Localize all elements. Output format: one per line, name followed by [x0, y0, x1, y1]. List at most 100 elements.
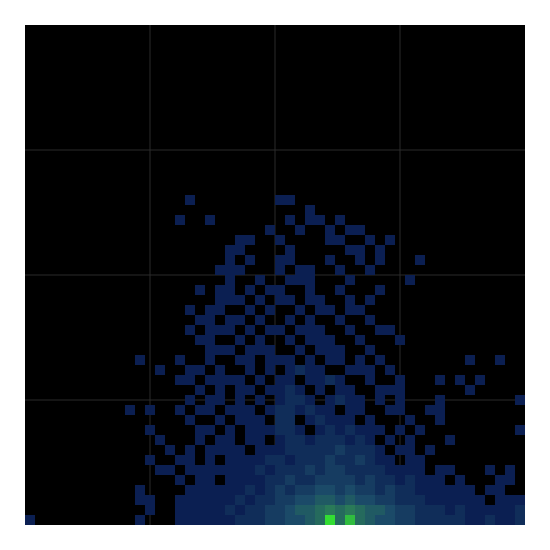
heat-cell: [285, 315, 295, 325]
heat-cell: [185, 455, 195, 465]
heat-cell: [415, 485, 425, 495]
heat-cell: [315, 215, 325, 225]
heat-cell: [475, 495, 485, 505]
heat-cell: [495, 355, 505, 365]
heat-cell: [315, 505, 325, 515]
heat-cell: [435, 405, 445, 415]
heat-cell: [205, 515, 215, 525]
heat-cell: [275, 465, 285, 475]
heat-cell: [295, 475, 305, 485]
heat-cell: [145, 455, 155, 465]
heat-cell: [205, 395, 215, 405]
heat-cell: [415, 425, 425, 435]
heat-cell: [305, 205, 315, 215]
heat-cell: [265, 355, 275, 365]
heat-cell: [195, 515, 205, 525]
heat-cell: [465, 385, 475, 395]
heat-cell: [315, 405, 325, 415]
heat-cell: [325, 395, 335, 405]
heat-cell: [385, 515, 395, 525]
heat-cell: [515, 395, 525, 405]
heat-cell: [435, 415, 445, 425]
heat-cell: [295, 435, 305, 445]
heat-cell: [225, 285, 235, 295]
heat-cell: [455, 375, 465, 385]
heat-cell: [205, 345, 215, 355]
heat-cell: [245, 325, 255, 335]
heat-cell: [205, 355, 215, 365]
heat-cell: [375, 425, 385, 435]
heat-cell: [325, 475, 335, 485]
heat-cell: [345, 515, 355, 525]
heat-cell: [275, 395, 285, 405]
heat-cell: [365, 485, 375, 495]
heat-cell: [185, 365, 195, 375]
heat-cell: [355, 405, 365, 415]
heat-cell: [285, 385, 295, 395]
heat-cell: [225, 265, 235, 275]
heat-cell: [285, 475, 295, 485]
heat-cell: [355, 435, 365, 445]
heat-cell: [125, 405, 135, 415]
heat-cell: [345, 325, 355, 335]
heat-cell: [495, 485, 505, 495]
heat-cell: [365, 365, 375, 375]
heat-cell: [375, 445, 385, 455]
heat-cell: [325, 255, 335, 265]
heat-cell: [265, 365, 275, 375]
heat-cell: [265, 305, 275, 315]
heat-cell: [235, 235, 245, 245]
heat-cell: [515, 425, 525, 435]
heat-cell: [385, 405, 395, 415]
heat-cell: [275, 425, 285, 435]
heat-cell: [435, 485, 445, 495]
heat-cell: [235, 455, 245, 465]
heat-cell: [245, 475, 255, 485]
heat-cell: [365, 265, 375, 275]
heat-cell: [355, 395, 365, 405]
heat-cell: [175, 215, 185, 225]
heat-cell: [245, 365, 255, 375]
heat-cell: [275, 325, 285, 335]
heat-cell: [405, 415, 415, 425]
heat-cell: [405, 275, 415, 285]
heat-cell: [505, 475, 515, 485]
heat-cell: [215, 265, 225, 275]
heat-cell: [465, 495, 475, 505]
heat-cell: [375, 395, 385, 405]
heat-cell: [235, 265, 245, 275]
heat-cell: [255, 275, 265, 285]
heat-cell: [505, 505, 515, 515]
heat-cell: [295, 345, 305, 355]
heat-cell: [325, 225, 335, 235]
heat-cell: [235, 475, 245, 485]
heat-cell: [295, 265, 305, 275]
heat-cell: [255, 475, 265, 485]
heat-cell: [205, 505, 215, 515]
heat-cell: [195, 435, 205, 445]
heat-cell: [325, 415, 335, 425]
heat-cell: [185, 325, 195, 335]
heat-cell: [335, 505, 345, 515]
heat-cell: [345, 365, 355, 375]
heat-cell: [425, 445, 435, 455]
heat-cell: [215, 325, 225, 335]
heat-cell: [365, 465, 375, 475]
heat-cell: [215, 295, 225, 305]
heat-cell: [185, 505, 195, 515]
heat-cell: [355, 515, 365, 525]
heat-cell: [205, 485, 215, 495]
heat-cell: [405, 495, 415, 505]
heat-cell: [345, 415, 355, 425]
heat-cell: [305, 445, 315, 455]
heat-cell: [215, 485, 225, 495]
heat-cell: [345, 505, 355, 515]
heat-cell: [265, 285, 275, 295]
heat-cell: [465, 355, 475, 365]
heat-cell: [335, 385, 345, 395]
heat-cell: [225, 325, 235, 335]
heat-cell: [355, 365, 365, 375]
heat-cell: [415, 455, 425, 465]
heat-cell: [325, 465, 335, 475]
heat-cell: [305, 435, 315, 445]
